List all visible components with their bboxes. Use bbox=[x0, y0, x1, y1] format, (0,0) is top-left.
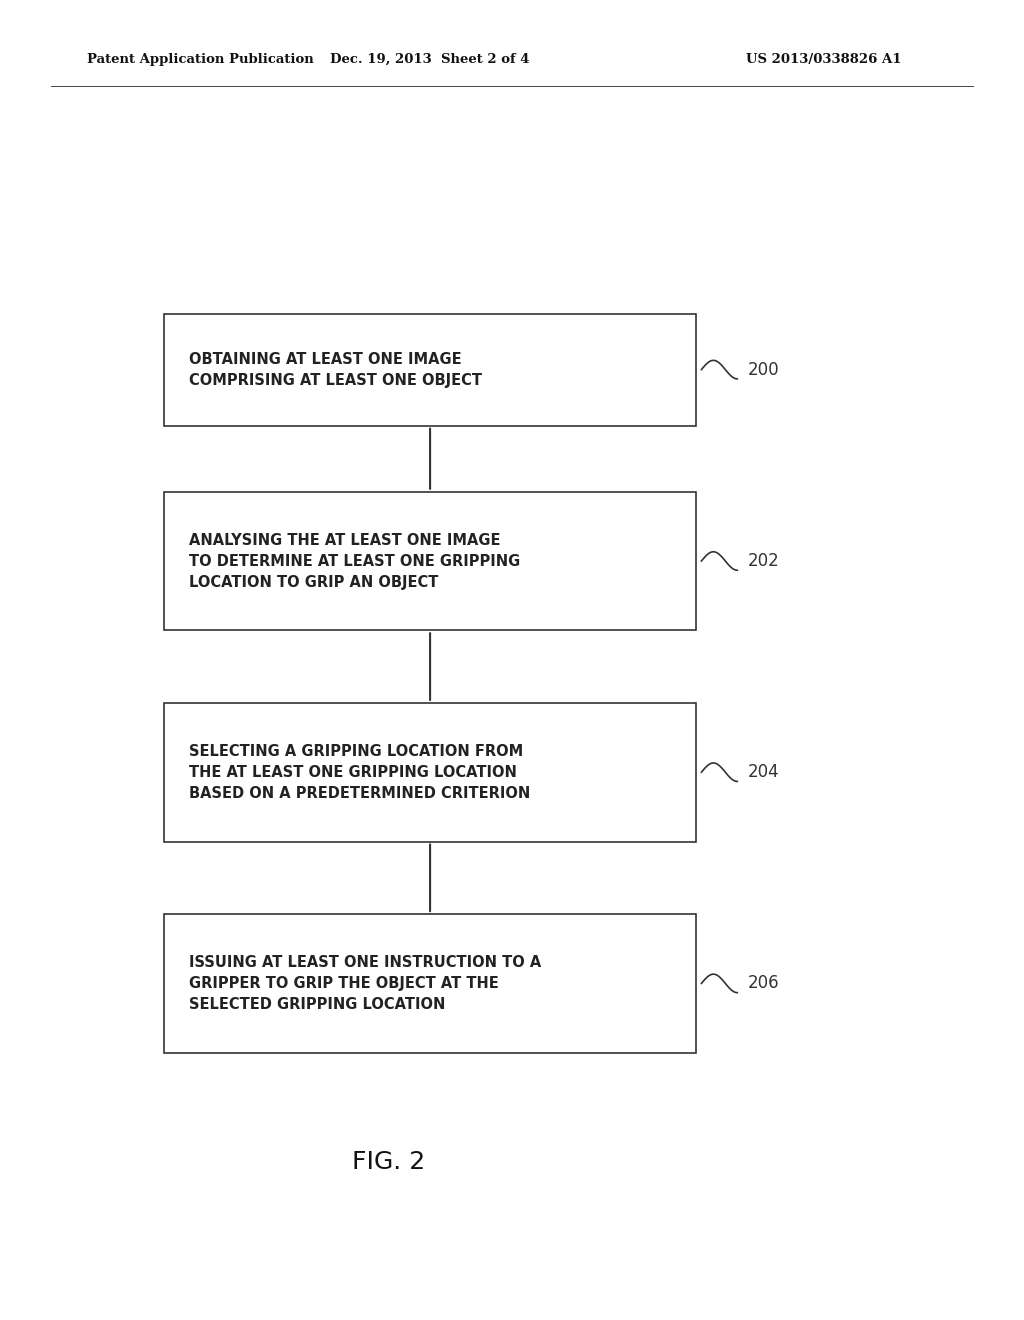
Text: 202: 202 bbox=[748, 552, 779, 570]
Text: US 2013/0338826 A1: US 2013/0338826 A1 bbox=[745, 53, 901, 66]
FancyBboxPatch shape bbox=[164, 913, 696, 1053]
FancyBboxPatch shape bbox=[164, 314, 696, 425]
Text: Patent Application Publication: Patent Application Publication bbox=[87, 53, 313, 66]
FancyBboxPatch shape bbox=[164, 704, 696, 842]
Text: 206: 206 bbox=[748, 974, 779, 993]
Text: FIG. 2: FIG. 2 bbox=[352, 1150, 426, 1173]
Text: ISSUING AT LEAST ONE INSTRUCTION TO A
GRIPPER TO GRIP THE OBJECT AT THE
SELECTED: ISSUING AT LEAST ONE INSTRUCTION TO A GR… bbox=[189, 954, 542, 1012]
Text: 204: 204 bbox=[748, 763, 779, 781]
Text: Dec. 19, 2013  Sheet 2 of 4: Dec. 19, 2013 Sheet 2 of 4 bbox=[331, 53, 529, 66]
Text: 200: 200 bbox=[748, 360, 779, 379]
Text: OBTAINING AT LEAST ONE IMAGE
COMPRISING AT LEAST ONE OBJECT: OBTAINING AT LEAST ONE IMAGE COMPRISING … bbox=[189, 351, 482, 388]
Text: ANALYSING THE AT LEAST ONE IMAGE
TO DETERMINE AT LEAST ONE GRIPPING
LOCATION TO : ANALYSING THE AT LEAST ONE IMAGE TO DETE… bbox=[189, 532, 520, 590]
Text: SELECTING A GRIPPING LOCATION FROM
THE AT LEAST ONE GRIPPING LOCATION
BASED ON A: SELECTING A GRIPPING LOCATION FROM THE A… bbox=[189, 743, 530, 801]
FancyBboxPatch shape bbox=[164, 492, 696, 631]
